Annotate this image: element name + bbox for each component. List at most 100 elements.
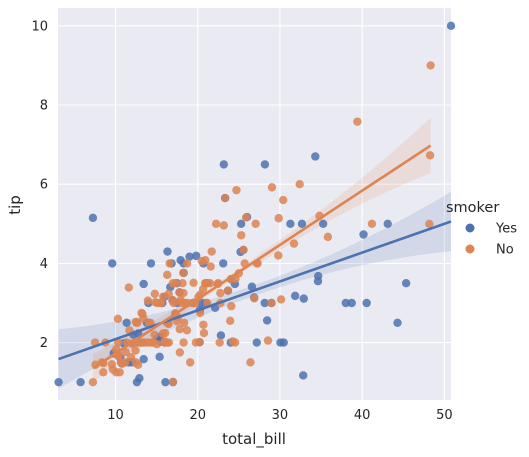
point-no [274, 214, 283, 223]
x-tick-label: 40 [354, 408, 371, 423]
point-no [279, 195, 288, 205]
point-yes [108, 259, 117, 268]
point-yes [299, 294, 308, 303]
point-yes [279, 338, 288, 347]
point-no [99, 368, 108, 377]
point-no [150, 330, 159, 339]
point-yes [290, 291, 300, 301]
legend-label-no: No [496, 243, 514, 258]
point-no [232, 185, 241, 195]
point-no [113, 314, 123, 324]
point-yes [76, 377, 85, 387]
point-no [353, 117, 362, 126]
x-tick-labels: 10 20 30 40 50 [107, 408, 452, 423]
point-yes [163, 247, 172, 256]
point-no [367, 219, 377, 228]
point-yes [247, 282, 257, 291]
x-tick-label: 50 [436, 408, 453, 423]
data-points [54, 21, 456, 387]
legend-title: smoker [446, 200, 499, 216]
point-no [251, 219, 260, 228]
point-no [185, 358, 195, 367]
point-no [267, 298, 276, 308]
point-no [223, 286, 233, 295]
point-no [227, 301, 236, 311]
point-no [239, 245, 248, 255]
point-yes [260, 160, 270, 169]
y-tick-labels: 2 4 6 8 10 [31, 19, 48, 351]
point-no [164, 338, 174, 347]
point-no [160, 328, 170, 338]
point-no [230, 338, 240, 347]
regression-line-no [92, 144, 432, 370]
point-no [246, 358, 255, 367]
y-tick-label: 4 [40, 257, 48, 272]
point-no [115, 368, 124, 377]
x-tick-label: 10 [107, 408, 124, 423]
point-yes [135, 374, 144, 383]
point-no [426, 61, 435, 70]
point-no [199, 320, 208, 329]
point-yes [260, 298, 269, 308]
point-no [206, 262, 215, 271]
point-no [148, 338, 157, 347]
legend: smoker Yes No [446, 200, 517, 258]
legend-marker-no [465, 244, 475, 254]
point-yes [341, 298, 350, 308]
point-yes [401, 278, 411, 288]
point-yes [54, 377, 63, 387]
y-tick-label: 2 [40, 336, 48, 351]
point-no [226, 316, 235, 326]
point-no [201, 278, 211, 288]
point-no [175, 348, 185, 357]
point-no [150, 289, 160, 299]
point-no [295, 180, 304, 189]
point-yes [299, 371, 308, 380]
point-yes [362, 298, 371, 308]
point-yes [286, 219, 295, 228]
point-yes [219, 160, 228, 169]
point-yes [383, 219, 392, 228]
point-no [201, 256, 210, 265]
point-no [237, 231, 246, 240]
legend-marker-yes [465, 223, 475, 233]
point-yes [191, 251, 201, 261]
point-no [165, 259, 174, 268]
point-no [114, 338, 123, 347]
point-yes [139, 355, 148, 364]
point-no [163, 270, 172, 280]
point-no [179, 318, 189, 327]
point-no [425, 219, 434, 228]
point-no [276, 295, 286, 304]
point-no [171, 278, 180, 288]
point-no [182, 259, 192, 268]
point-no [121, 347, 130, 357]
point-no [131, 346, 140, 355]
point-no [178, 278, 187, 288]
point-no [182, 326, 192, 335]
point-no [263, 336, 273, 345]
point-no [211, 219, 221, 228]
point-no [216, 288, 225, 298]
point-no [195, 337, 204, 347]
point-yes [318, 219, 328, 228]
point-no [117, 359, 127, 368]
point-no [169, 298, 178, 308]
x-tick-label: 20 [189, 408, 206, 423]
point-no [179, 288, 188, 298]
point-yes [185, 252, 194, 261]
point-yes [359, 230, 368, 239]
point-no [179, 338, 188, 347]
point-no [289, 239, 299, 248]
point-no [133, 318, 142, 327]
point-yes [161, 377, 170, 387]
point-yes [252, 338, 261, 347]
point-no [143, 296, 153, 305]
point-no [199, 328, 209, 338]
point-yes [236, 219, 246, 228]
point-yes [155, 352, 164, 362]
point-no [189, 278, 198, 287]
point-no [207, 247, 216, 256]
point-yes [216, 331, 226, 340]
